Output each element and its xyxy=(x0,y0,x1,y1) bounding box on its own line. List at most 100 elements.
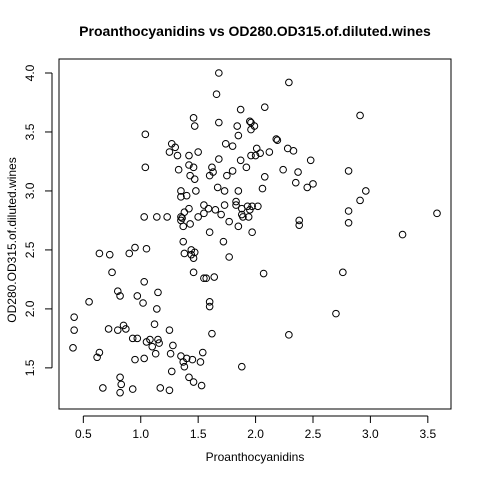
data-point xyxy=(258,184,267,193)
data-point xyxy=(212,90,221,99)
data-point xyxy=(273,136,282,145)
data-point xyxy=(344,207,353,215)
data-point xyxy=(189,114,198,122)
data-point xyxy=(165,386,174,395)
data-point xyxy=(146,335,154,344)
data-point xyxy=(259,269,268,278)
data-point xyxy=(70,313,78,321)
data-point xyxy=(70,326,78,334)
data-point xyxy=(234,222,243,231)
data-point xyxy=(69,344,77,352)
data-point xyxy=(205,298,214,306)
data-point xyxy=(247,151,255,160)
data-point xyxy=(189,163,198,172)
data-point xyxy=(190,122,199,130)
data-point xyxy=(113,287,122,296)
data-point xyxy=(173,151,182,160)
y-axis: 1.5 2.0 2.5 3.0 3.5 4.0 xyxy=(23,64,53,376)
data-point xyxy=(95,348,104,357)
data-point xyxy=(85,298,93,306)
data-point xyxy=(211,206,220,214)
data-point xyxy=(131,355,139,364)
x-tick-label: 3.5 xyxy=(419,427,436,441)
data-point xyxy=(205,228,214,237)
data-point xyxy=(189,268,198,277)
data-point xyxy=(344,218,353,227)
data-point xyxy=(154,335,162,344)
data-point xyxy=(182,354,191,363)
y-tick-label: 1.5 xyxy=(23,359,37,376)
x-tick-label: 1.0 xyxy=(132,427,149,441)
data-point xyxy=(223,171,231,180)
data-point xyxy=(185,161,193,169)
data-point xyxy=(174,165,183,174)
data-point xyxy=(309,180,317,188)
data-point xyxy=(153,305,161,313)
data-point xyxy=(200,201,208,209)
data-point xyxy=(303,183,312,192)
data-point xyxy=(233,122,242,130)
data-point xyxy=(234,131,243,140)
y-tick-label: 3.0 xyxy=(23,182,37,199)
data-point xyxy=(148,342,157,351)
data-point xyxy=(192,187,200,195)
data-point xyxy=(234,187,243,195)
data-point xyxy=(113,326,122,334)
data-point xyxy=(265,148,274,156)
data-point xyxy=(213,183,222,192)
data-point xyxy=(189,254,198,262)
data-point xyxy=(220,187,229,195)
data-point xyxy=(140,213,148,221)
data-point xyxy=(167,367,176,376)
data-point xyxy=(116,373,124,382)
x-tick-label: 3.0 xyxy=(362,427,379,441)
data-point xyxy=(95,249,104,258)
data-point xyxy=(398,230,407,239)
data-point xyxy=(248,202,256,211)
data-point xyxy=(306,156,315,165)
data-point xyxy=(122,325,130,333)
data-point xyxy=(177,193,185,201)
data-point xyxy=(185,373,193,382)
data-point xyxy=(236,156,245,165)
data-point xyxy=(295,221,304,229)
data-point xyxy=(186,171,194,180)
data-point xyxy=(165,326,174,334)
data-point xyxy=(186,220,194,228)
data-point xyxy=(356,111,364,120)
data-point xyxy=(251,151,260,160)
data-point xyxy=(225,253,233,261)
data-point xyxy=(209,168,217,176)
data-point xyxy=(272,135,281,143)
data-point xyxy=(117,380,126,389)
plot-frame xyxy=(58,58,452,410)
data-point xyxy=(151,349,160,358)
data-point xyxy=(169,341,177,350)
data-point xyxy=(232,197,240,206)
data-point xyxy=(332,309,340,318)
data-point xyxy=(93,353,101,362)
data-point xyxy=(260,172,269,181)
data-point xyxy=(202,274,210,283)
data-point xyxy=(236,105,245,114)
y-axis-label: OD280.OD315.of.diluted.wines xyxy=(5,157,19,322)
data-point xyxy=(166,349,175,358)
x-tick-label: 1.5 xyxy=(190,427,207,441)
data-point xyxy=(221,139,230,148)
data-point xyxy=(210,273,219,281)
x-axis: 0.5 1.0 1.5 2.0 2.5 3.0 3.5 xyxy=(75,415,436,441)
data-point xyxy=(163,213,171,221)
data-point xyxy=(239,213,247,221)
data-point xyxy=(362,187,370,195)
data-point xyxy=(139,299,147,307)
data-point xyxy=(171,143,179,152)
data-point xyxy=(99,384,107,392)
data-point xyxy=(215,69,223,77)
data-point xyxy=(246,117,254,126)
data-point xyxy=(150,320,159,329)
data-point xyxy=(140,277,148,286)
data-point xyxy=(215,118,223,127)
data-point xyxy=(344,167,353,175)
data-point xyxy=(155,339,163,347)
